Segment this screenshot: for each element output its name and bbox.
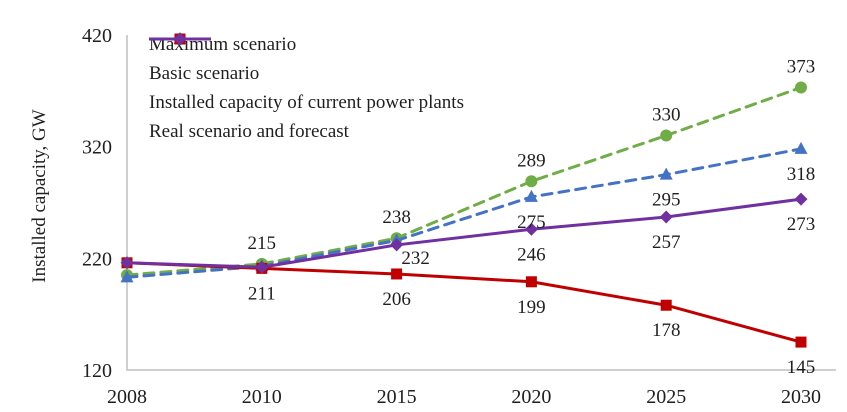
- data-label-basic-scenario: 275: [517, 212, 546, 233]
- series-marker-real-scenario: [659, 210, 673, 224]
- legend-item-basic-scenario: Basic scenario: [149, 32, 464, 88]
- x-tick-label: 2015: [377, 386, 417, 408]
- data-label-installed-capacity: 206: [382, 289, 411, 310]
- legend-label: Installed capacity of current power plan…: [149, 91, 464, 113]
- series-marker-real-scenario: [794, 192, 808, 206]
- legend: Maximum scenario Basic scenario Installe…: [149, 30, 464, 146]
- x-tick-label: 2025: [646, 386, 686, 408]
- series-marker-installed-capacity: [660, 299, 672, 311]
- series-marker-maximum-scenario: [660, 129, 673, 142]
- data-label-installed-capacity: 178: [652, 320, 681, 341]
- series-marker-real-scenario: [255, 260, 269, 274]
- series-marker-basic-scenario: [659, 167, 673, 180]
- x-tick-label: 2010: [242, 386, 282, 408]
- data-label-installed-capacity: 211: [248, 283, 276, 304]
- data-label-real-scenario: 246: [517, 244, 546, 265]
- x-tick-label: 2030: [781, 386, 821, 408]
- series-marker-maximum-scenario: [795, 81, 807, 94]
- series-marker-installed-capacity: [391, 268, 403, 280]
- series-line-installed-capacity: [125, 261, 803, 344]
- data-label-basic-scenario: 318: [787, 164, 816, 185]
- series-marker-installed-capacity: [525, 276, 537, 288]
- legend-marker: [173, 32, 187, 46]
- y-tick-label: 120: [82, 360, 112, 382]
- data-label-real-scenario: 273: [787, 214, 816, 235]
- series-marker-basic-scenario: [524, 189, 538, 202]
- y-axis-title: Installed capacity, GW: [29, 109, 50, 283]
- data-label-maximum-scenario: 215: [248, 233, 277, 254]
- axes: [126, 35, 836, 371]
- legend-label: Real scenario and forecast: [149, 120, 349, 142]
- series-marker-basic-scenario: [794, 141, 808, 154]
- data-label-maximum-scenario: 373: [787, 56, 816, 77]
- series-line-real-scenario: [125, 197, 803, 269]
- legend-marker-real-scenario-icon: [149, 32, 211, 46]
- data-label-installed-capacity: 145: [787, 357, 816, 378]
- data-label-installed-capacity: 199: [517, 297, 546, 318]
- legend-label: Basic scenario: [149, 62, 260, 84]
- series-marker-installed-capacity: [795, 336, 807, 348]
- x-tick-label: 2020: [511, 386, 551, 408]
- y-tick-label: 420: [82, 25, 112, 47]
- data-label-real-scenario: 257: [652, 232, 681, 253]
- series-marker-basic-scenario: [120, 270, 134, 283]
- legend-item-real-scenario: Real scenario and forecast: [149, 32, 464, 146]
- y-tick-label: 220: [82, 248, 112, 270]
- data-label-basic-scenario: 295: [652, 190, 681, 211]
- x-tick-label: 2008: [107, 386, 147, 408]
- series-marker-real-scenario: [390, 238, 404, 252]
- series-marker-real-scenario: [120, 256, 134, 270]
- y-tick-label: 320: [82, 137, 112, 159]
- data-label-maximum-scenario: 238: [382, 207, 411, 228]
- data-label-real-scenario: 232: [401, 248, 430, 269]
- data-label-maximum-scenario: 330: [652, 105, 681, 126]
- data-label-maximum-scenario: 289: [517, 150, 546, 171]
- legend-item-installed-capacity: Installed capacity of current power plan…: [149, 33, 464, 117]
- series-marker-real-scenario: [524, 222, 538, 236]
- series-marker-maximum-scenario: [525, 175, 538, 188]
